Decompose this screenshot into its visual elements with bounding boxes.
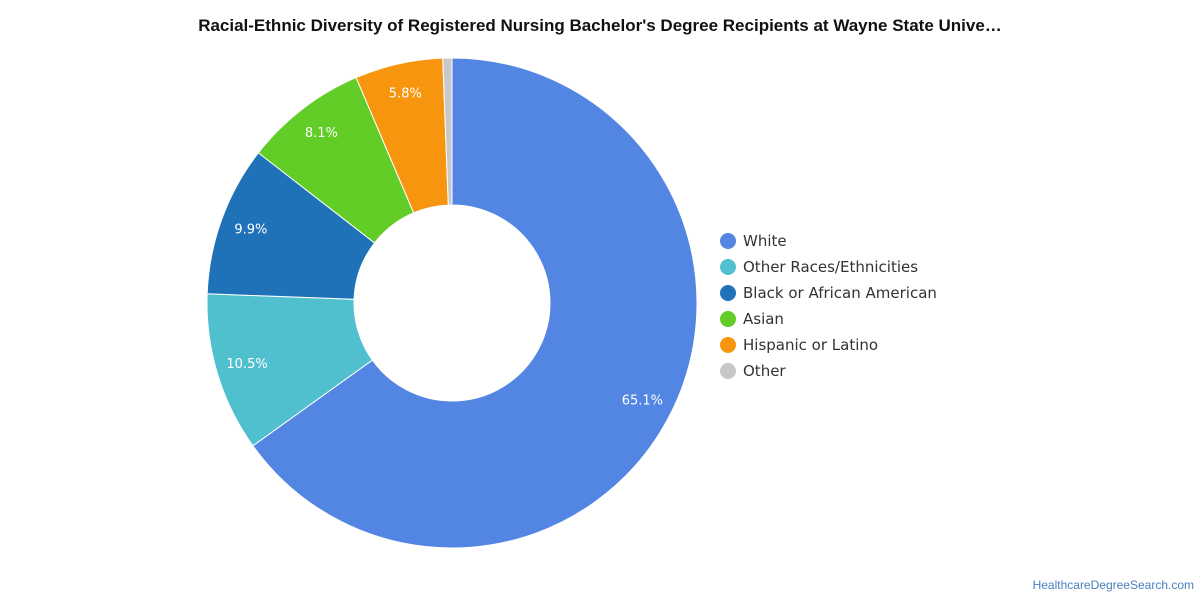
source-watermark[interactable]: HealthcareDegreeSearch.com bbox=[1032, 578, 1194, 592]
slice-label-2: 9.9% bbox=[234, 222, 267, 237]
legend-label-4: Hispanic or Latino bbox=[743, 336, 879, 354]
legend-item-3[interactable]: Asian bbox=[720, 306, 937, 332]
legend-label-3: Asian bbox=[743, 310, 784, 328]
slice-label-1: 10.5% bbox=[226, 357, 267, 372]
legend-swatch-5 bbox=[720, 363, 736, 379]
slice-label-4: 5.8% bbox=[389, 87, 422, 102]
legend-item-0[interactable]: White bbox=[720, 228, 937, 254]
donut-slice-0[interactable] bbox=[252, 57, 698, 549]
legend-label-0: White bbox=[743, 232, 787, 250]
chart-title: Racial-Ethnic Diversity of Registered Nu… bbox=[198, 16, 1002, 35]
slice-label-3: 8.1% bbox=[305, 126, 338, 141]
legend-item-2[interactable]: Black or African American bbox=[720, 280, 937, 306]
chart-legend: White Other Races/Ethnicities Black or Afr… bbox=[720, 228, 937, 384]
legend-swatch-3 bbox=[720, 311, 736, 327]
donut-slice-5[interactable] bbox=[442, 57, 453, 206]
legend-label-2: Black or African American bbox=[743, 284, 937, 302]
legend-swatch-4 bbox=[720, 337, 736, 353]
legend-item-1[interactable]: Other Races/Ethnicities bbox=[720, 254, 937, 280]
slice-label-0: 65.1% bbox=[622, 393, 663, 408]
legend-item-4[interactable]: Hispanic or Latino bbox=[720, 332, 937, 358]
legend-label-1: Other Races/Ethnicities bbox=[743, 258, 919, 276]
legend-label-5: Other bbox=[743, 362, 786, 380]
donut-slice-1[interactable] bbox=[206, 293, 374, 447]
legend-swatch-1 bbox=[720, 259, 736, 275]
legend-item-5[interactable]: Other bbox=[720, 358, 937, 384]
legend-swatch-0 bbox=[720, 233, 736, 249]
legend-swatch-2 bbox=[720, 285, 736, 301]
